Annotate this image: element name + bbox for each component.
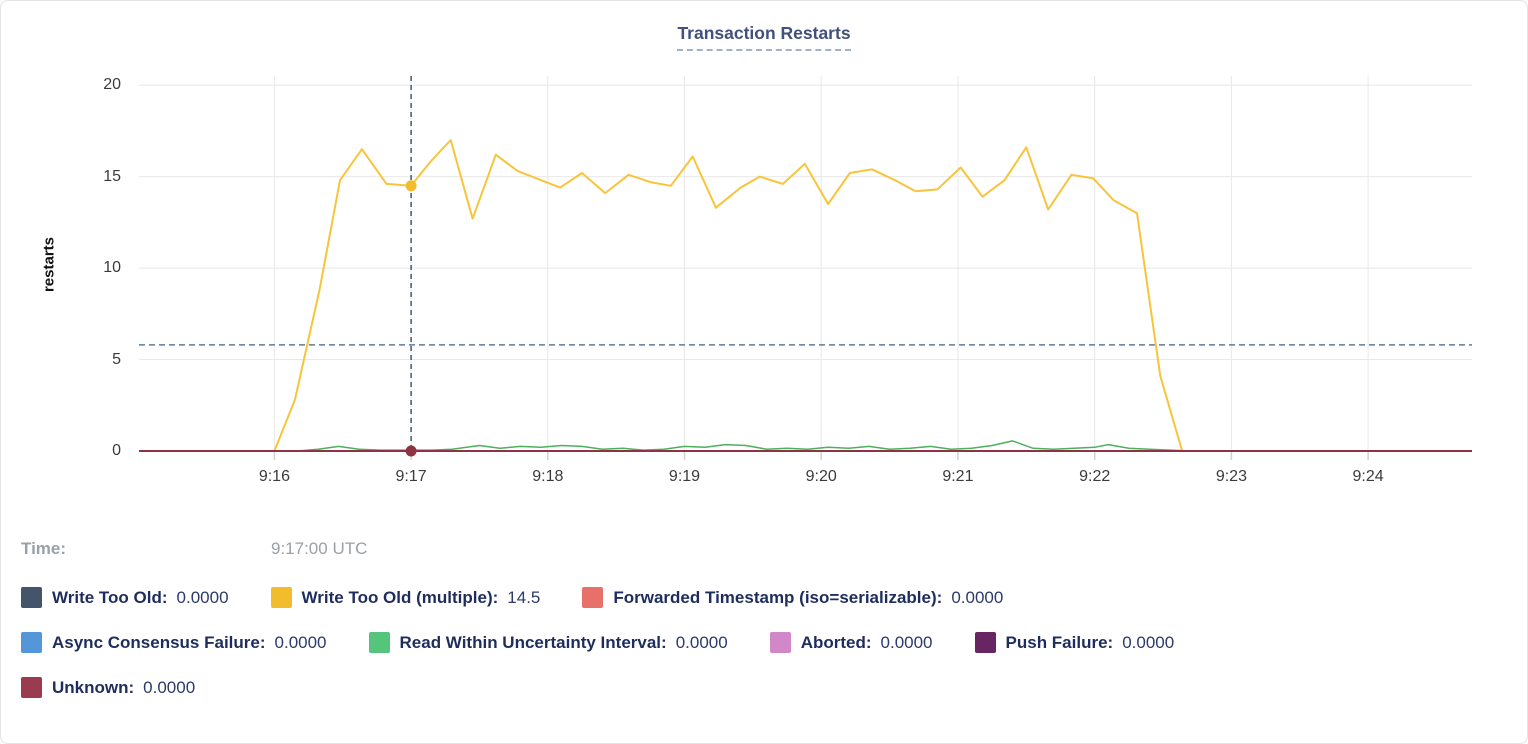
legend-item: Async Consensus Failure: 0.0000: [21, 632, 327, 653]
legend-label: Aborted:: [800, 632, 872, 652]
legend-value: 0.0000: [176, 587, 229, 607]
legend-value: 0.0000: [880, 632, 933, 652]
legend-label: Forwarded Timestamp (iso=serializable):: [613, 587, 943, 607]
x-tick-label: 9:19: [669, 468, 700, 485]
legend-item: Unknown: 0.0000: [21, 677, 195, 698]
y-tick-label: 15: [103, 167, 121, 185]
legend-value: 0.0000: [143, 677, 196, 697]
time-value: 9:17:00 UTC: [271, 539, 368, 558]
hover-dot: [405, 180, 417, 192]
x-tick-label: 9:23: [1216, 468, 1247, 485]
legend-swatch: [368, 632, 390, 653]
legend-item: Read Within Uncertainty Interval: 0.0000: [368, 632, 728, 653]
hover-dot: [405, 445, 417, 457]
legend-label: Read Within Uncertainty Interval:: [399, 632, 667, 652]
y-tick-label: 20: [103, 76, 121, 94]
legend-item: Push Failure: 0.0000: [974, 632, 1175, 653]
legend-row: Unknown: 0.0000: [21, 677, 195, 698]
legend-swatch: [21, 632, 42, 653]
time-label: Time:: [21, 539, 67, 558]
chart-title[interactable]: Transaction Restarts: [677, 23, 851, 51]
series-line: [139, 139, 1184, 452]
legend-label: Async Consensus Failure:: [52, 632, 266, 652]
legend-item: Write Too Old: 0.0000: [21, 587, 229, 608]
legend-label: Write Too Old:: [52, 587, 168, 607]
legend-value: 0.0000: [274, 632, 327, 652]
legend-item: Forwarded Timestamp (iso=serializable): 0…: [582, 587, 1003, 608]
legend-row: Write Too Old: 0.0000 Write Too Old (multi…: [21, 587, 1003, 608]
x-tick-label: 9:22: [1079, 468, 1110, 485]
x-tick-label: 9:24: [1353, 468, 1384, 485]
x-tick-label: 9:20: [806, 468, 837, 485]
x-tick-label: 9:16: [259, 468, 290, 485]
legend-value: 0.0000: [951, 587, 1004, 607]
legend-item: Aborted: 0.0000: [769, 632, 933, 653]
x-tick-label: 9:18: [532, 468, 563, 485]
legend-swatch: [769, 632, 791, 653]
series-line: [139, 440, 1191, 452]
y-tick-label: 0: [112, 442, 121, 459]
y-axis-title: restarts: [40, 236, 58, 293]
chart-plot[interactable]: 9:16 9:17 9:18 9:19 9:20 9:21 9:22 9:23 9:24: [139, 76, 1472, 496]
legend-swatch: [270, 587, 292, 608]
legend-swatch: [21, 587, 42, 608]
x-tick-label: 9:17: [396, 468, 427, 485]
legend-row: Async Consensus Failure: 0.0000 Read Withi…: [21, 632, 1174, 653]
legend-value: 14.5: [507, 587, 541, 607]
legend-swatch: [21, 677, 42, 698]
legend-value: 0.0000: [1122, 632, 1175, 652]
y-tick-label: 10: [103, 259, 121, 277]
y-tick-label: 5: [112, 350, 121, 368]
legend-item: Write Too Old (multiple): 14.5: [270, 587, 541, 608]
x-tick-label: 9:21: [942, 468, 973, 485]
legend-label: Unknown:: [52, 677, 135, 697]
legend-swatch: [582, 587, 604, 608]
legend-label: Push Failure:: [1005, 632, 1114, 652]
legend-swatch: [974, 632, 996, 653]
legend-value: 0.0000: [675, 632, 728, 652]
chart-title-wrap: Transaction Restarts: [1, 23, 1527, 51]
legend-label: Write Too Old (multiple):: [301, 587, 499, 607]
